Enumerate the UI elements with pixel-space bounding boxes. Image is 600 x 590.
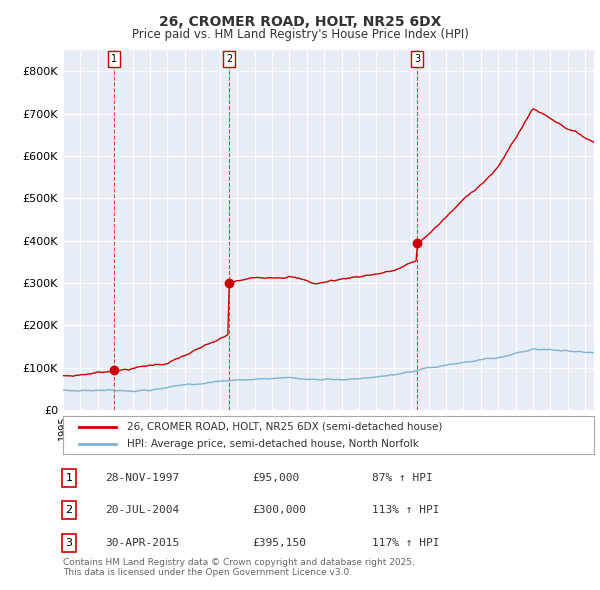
Text: HPI: Average price, semi-detached house, North Norfolk: HPI: Average price, semi-detached house,…	[127, 438, 419, 448]
Text: £95,000: £95,000	[252, 473, 299, 483]
Text: Price paid vs. HM Land Registry's House Price Index (HPI): Price paid vs. HM Land Registry's House …	[131, 28, 469, 41]
Text: 26, CROMER ROAD, HOLT, NR25 6DX: 26, CROMER ROAD, HOLT, NR25 6DX	[159, 15, 441, 29]
Text: 117% ↑ HPI: 117% ↑ HPI	[372, 538, 439, 548]
Text: 1: 1	[65, 473, 73, 483]
Text: 113% ↑ HPI: 113% ↑ HPI	[372, 506, 439, 515]
Text: 30-APR-2015: 30-APR-2015	[105, 538, 179, 548]
Text: 2: 2	[65, 506, 73, 515]
Text: 26, CROMER ROAD, HOLT, NR25 6DX (semi-detached house): 26, CROMER ROAD, HOLT, NR25 6DX (semi-de…	[127, 422, 442, 432]
Text: 1: 1	[110, 54, 117, 64]
Text: 2: 2	[226, 54, 232, 64]
Text: Contains HM Land Registry data © Crown copyright and database right 2025.
This d: Contains HM Land Registry data © Crown c…	[63, 558, 415, 577]
Text: 3: 3	[65, 538, 73, 548]
Text: 87% ↑ HPI: 87% ↑ HPI	[372, 473, 433, 483]
Text: 3: 3	[414, 54, 420, 64]
Text: £395,150: £395,150	[252, 538, 306, 548]
Text: 20-JUL-2004: 20-JUL-2004	[105, 506, 179, 515]
Text: 28-NOV-1997: 28-NOV-1997	[105, 473, 179, 483]
Text: £300,000: £300,000	[252, 506, 306, 515]
